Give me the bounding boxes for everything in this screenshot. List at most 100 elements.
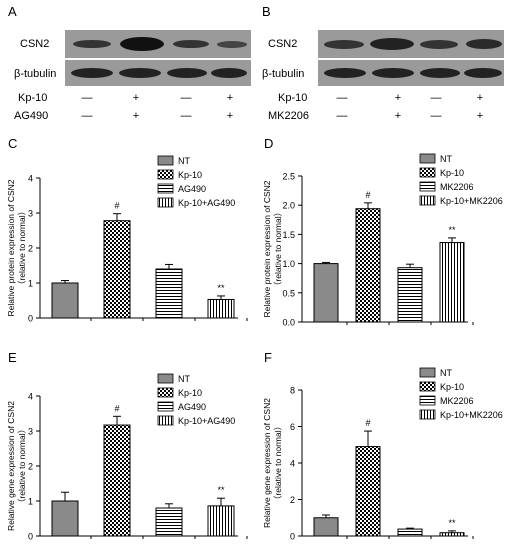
y-tick-label: 0 [28,314,33,324]
treat-a-1-label: Kp-10 [18,92,48,104]
significance-mark: # [365,190,370,200]
band [73,40,111,48]
y-tick-label: 2 [28,244,33,254]
legend-label: AG490 [178,184,206,194]
legend-swatch [157,197,174,208]
chart-panel-f: F 0 2 4 6 8 Relative gene expression of CSN2 （r… [262,350,503,542]
panel-letter-f: F [264,350,272,365]
treat-b-2-label: MK2206 [268,110,309,122]
legend-label: NT [178,374,190,384]
y-tick-label: 2.5 [282,172,295,182]
y-axis-label: Relative gene expression of CSN2 [262,398,272,528]
band [167,68,207,78]
treat-sign: + [132,110,140,122]
legend-label: Kp-10 [178,170,202,180]
band [372,68,414,78]
blot-b-csn2-strip [318,30,504,58]
y-tick-label: 6 [290,422,295,432]
treat-sign: + [476,110,484,122]
band [324,40,364,49]
y-tick-label: 0 [28,532,33,542]
y-axis-label: Relative protein expression of CSN2 [6,179,16,316]
blot-b-tubulin-label: β-tubulin [262,68,305,80]
significance-mark: # [365,418,370,428]
band [173,40,209,48]
legend-swatch [157,155,174,166]
legend-swatch [157,183,174,194]
bar [313,263,339,323]
legend-swatch [419,167,436,178]
bar [439,532,465,537]
panel-letter-a: A [8,4,17,19]
y-tick-label: 1 [28,279,33,289]
legend-swatch [419,409,436,420]
y-tick-label: 2 [290,495,295,505]
y-tick-label: 8 [290,386,295,396]
y-tick-label: 2.0 [282,201,295,211]
bar [51,282,79,319]
legend-swatch [419,367,436,378]
legend-label: Kp-10 [440,382,464,392]
legend-swatch [157,415,174,426]
bar [207,298,235,319]
legend-swatch [157,169,174,180]
treat-sign: + [394,92,402,104]
y-tick-label: 2 [28,462,33,472]
treat-b-1-label: Kp-10 [278,92,308,104]
y-tick-label: 4 [290,459,295,469]
chart-panel-c: C 0 1 2 3 4 Relative protein expression of CSN… [6,136,248,324]
band [119,68,161,78]
chart-panel-e: E 0 1 2 3 4 Relative gene expression of CSN2 （r… [6,350,248,542]
bar [355,446,381,537]
y-axis-label-sub: （relative to normal） [17,207,27,289]
bar [439,242,465,323]
y-tick-label: 1.5 [282,230,295,240]
bar [397,528,423,537]
legend-label: Kp-10 [440,168,464,178]
band [420,68,460,78]
blot-b-tubulin-strip [318,60,504,86]
legend-swatch [419,153,436,164]
panel-letter-d: D [264,136,273,151]
treat-sign: + [132,92,140,104]
legend-label: MK2206 [440,396,474,406]
legend-label: NT [178,156,190,166]
treat-sign: — [430,110,442,122]
y-axis-label-sub: （relative to normal） [273,422,283,504]
bar [155,507,183,537]
blot-a-csn2-strip [65,30,251,58]
treat-sign: — [81,92,93,104]
band [211,68,247,78]
legend-label: MK2206 [440,182,474,192]
significance-mark: ** [217,485,225,495]
bar [355,208,381,323]
bar [51,500,79,537]
bar [103,424,131,537]
treat-sign: — [336,92,348,104]
band [120,37,164,51]
y-tick-label: 0.5 [282,288,295,298]
significance-mark: # [114,403,119,413]
legend-swatch [157,387,174,398]
bar [207,505,235,537]
treat-sign: — [430,92,442,104]
blot-b-csn2-label: CSN2 [268,38,298,50]
band [370,38,414,50]
y-tick-label: 0 [290,532,295,542]
bar [397,267,423,323]
y-tick-label: 0.0 [282,318,295,328]
legend-swatch [157,373,174,384]
significance-mark: ** [217,283,225,293]
blot-a-csn2-label: CSN2 [20,38,50,50]
band [420,40,458,49]
y-axis-label-sub: （relative to normal） [273,208,283,290]
treat-sign: + [226,92,234,104]
treat-sign: — [336,110,348,122]
legend-swatch [419,381,436,392]
band [464,68,502,78]
y-axis-label: Relative gene expression of CSN2 [6,401,16,531]
legend-label: Kp-10 [178,388,202,398]
treat-sign: — [81,110,93,122]
band [324,68,366,78]
treat-sign: — [180,92,192,104]
